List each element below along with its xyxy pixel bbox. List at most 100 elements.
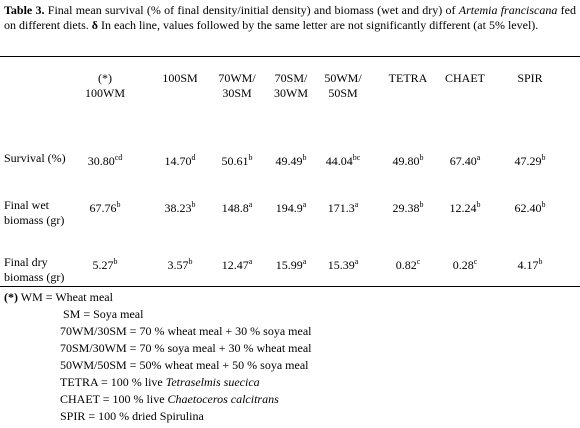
cell-value: 3.57 <box>167 258 189 272</box>
cell-letter: cd <box>114 153 123 162</box>
cell: 49.49 b <box>251 151 331 168</box>
cell: 0.28c <box>425 255 505 272</box>
cell-letter: b <box>538 257 543 266</box>
footnote-text: WM = Wheat meal <box>18 290 113 304</box>
symbol: δ <box>91 18 98 32</box>
column-header: 50WM/ <box>324 71 362 85</box>
footnote-text: 70WM/30SM = 70 % wheat meal + 30 % soya … <box>60 324 312 338</box>
cell-value: 0.28 <box>452 258 474 272</box>
cell-letter: a <box>302 257 307 266</box>
caption-text: fed on different diets. <box>4 3 576 32</box>
cell-letter: a <box>248 257 253 266</box>
column-header: 100SM <box>162 71 198 85</box>
footnote: 50WM/50SM = 50% wheat meal + 50 % soya m… <box>60 358 309 372</box>
footnote-italic: Chaetoceros calcitrans <box>167 392 279 406</box>
cell-value: 194.9 <box>275 201 303 215</box>
cell-letter: a <box>354 257 359 266</box>
cell: 12.47a <box>197 255 277 272</box>
cell: 15.99a <box>251 255 331 272</box>
caption-text: In each line, values followed by the sam… <box>98 18 539 32</box>
cell-letter: b <box>419 153 424 162</box>
cell-value: 12.47 <box>221 258 249 272</box>
caption-label: Table 3. <box>4 3 45 17</box>
cell-letter: b <box>188 257 193 266</box>
rule <box>0 56 580 57</box>
cell-value: 38.23 <box>164 201 192 215</box>
cell: 67.76b <box>65 198 145 215</box>
column-header: (*) <box>98 71 112 85</box>
footnote: CHAET = 100 % live Chaetoceros calcitran… <box>60 392 279 406</box>
cell: 30.80cd <box>65 151 145 168</box>
footnote-italic: Tetraselmis suecica <box>165 375 260 389</box>
footnote: 70SM/30WM = 70 % soya meal + 30 % wheat … <box>60 341 312 355</box>
footnote-text: SM = Soya meal <box>63 307 144 321</box>
cell-letter: b <box>191 200 196 209</box>
row-label: Final wet <box>4 198 49 212</box>
cell-letter: a <box>354 200 359 209</box>
cell-value: 49.80 <box>392 154 420 168</box>
cell-value: 4.17 <box>517 258 539 272</box>
cell: 4.17b <box>490 255 570 272</box>
cell-value: 0.82 <box>395 258 417 272</box>
cell-value: 148.8 <box>221 201 249 215</box>
caption: Table 3. Final mean survival (% of final… <box>4 3 576 33</box>
cell-value: 50.61 <box>221 154 249 168</box>
cell-letter: a <box>476 153 481 162</box>
cell: 0.82c <box>368 255 448 272</box>
cell-value: 44.04 <box>325 154 353 168</box>
cell-value: 49.49 <box>275 154 303 168</box>
cell-value: 5.27 <box>92 258 114 272</box>
cell: 5.27b <box>65 255 145 272</box>
cell-letter: b <box>541 200 546 209</box>
cell-letter: b <box>113 257 118 266</box>
cell: 148.8a <box>197 198 277 215</box>
footnote-text: TETRA = 100 % live <box>60 375 166 389</box>
column-header: 50SM <box>328 86 358 100</box>
cell: 38.23b <box>140 198 220 215</box>
cell: 49.80b <box>368 151 448 168</box>
cell-letter: a <box>248 200 253 209</box>
cell-letter: b <box>248 153 253 162</box>
footnote-marker: (*) <box>4 290 18 304</box>
cell-letter: a <box>302 200 307 209</box>
rule <box>0 286 580 287</box>
cell-letter: b <box>116 200 121 209</box>
footnote-text: 50WM/50SM = 50% wheat meal + 50 % soya m… <box>60 358 309 372</box>
cell: 67.40a <box>425 151 505 168</box>
cell-value: 62.40 <box>514 201 542 215</box>
cell-letter: bc <box>352 153 361 162</box>
cell-value: 47.29 <box>514 154 542 168</box>
column-header: 30SM <box>222 86 252 100</box>
footnote: 70WM/30SM = 70 % wheat meal + 30 % soya … <box>60 324 312 338</box>
caption-text: Final mean survival (% of final density/… <box>44 3 459 17</box>
cell: 171.3a <box>303 198 383 215</box>
cell-value: 67.40 <box>449 154 477 168</box>
cell: 3.57b <box>140 255 220 272</box>
cell: 14.70d <box>140 151 220 168</box>
cell-value: 14.70 <box>164 154 192 168</box>
cell-value: 15.99 <box>275 258 303 272</box>
cell-letter: b <box>541 153 546 162</box>
cell-value: 171.3 <box>327 201 355 215</box>
cell: 50.61b <box>197 151 277 168</box>
column-header: 70SM/ <box>274 71 308 85</box>
cell-letter: b <box>419 200 424 209</box>
column-header: 100WM <box>85 86 125 100</box>
cell: 44.04bc <box>303 151 383 168</box>
cell: 47.29b <box>490 151 570 168</box>
column-header: 70WM/ <box>218 71 256 85</box>
cell-letter: d <box>191 153 196 162</box>
cell-letter: b <box>476 200 481 209</box>
cell: 29.38b <box>368 198 448 215</box>
column-header: CHAET <box>445 71 485 85</box>
row-label: biomass (gr) <box>4 270 65 284</box>
footnote-text: CHAET = 100 % live <box>60 392 168 406</box>
species: Artemia franciscana <box>458 3 558 17</box>
footnote: TETRA = 100 % live Tetraselmis suecica <box>60 375 260 389</box>
column-header: 30WM <box>274 86 308 100</box>
footnote: SPIR = 100 % dried Spirulina <box>60 409 204 423</box>
footnote: (*) WM = Wheat meal <box>4 290 113 304</box>
row-label: Final dry <box>4 255 48 269</box>
row-label: biomass (gr) <box>4 213 65 227</box>
cell: 194.9a <box>251 198 331 215</box>
